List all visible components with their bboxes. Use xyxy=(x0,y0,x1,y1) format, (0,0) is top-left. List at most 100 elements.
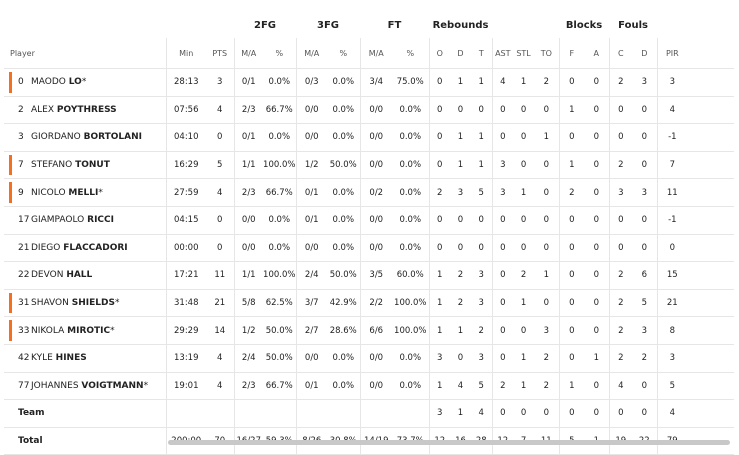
cell-fouls-committed: 2 xyxy=(608,289,633,318)
table-row[interactable]: 9 NICOLO MELLI* 27:59 4 2/3 66.7% 0/1 0.0% 0/2 0.… xyxy=(4,178,735,207)
column-header-blocks-against[interactable]: A xyxy=(584,38,610,69)
player-first-name: SHAVON xyxy=(31,298,69,309)
player-cell[interactable]: 3 GIORDANO BORTOLANI xyxy=(4,123,166,152)
table-row[interactable]: 77 JOHANNES VOIGTMANN* 19:01 4 2/3 66.7% 0/1 0.… xyxy=(4,372,735,401)
cell-blocks-against: 0 xyxy=(584,68,610,97)
cell-ast: 0 xyxy=(491,289,514,318)
player-cell[interactable]: 42 KYLE HINES xyxy=(4,344,166,373)
cell-ast: 0 xyxy=(491,399,514,428)
cell-ft-made-attempted: 6/6 xyxy=(359,316,392,345)
cell-tot-reb: 3 xyxy=(471,344,493,373)
cell-3fg-pct: 0.0% xyxy=(327,206,360,235)
cell-fouls-committed: 0 xyxy=(608,123,633,152)
player-cell[interactable]: 77 JOHANNES VOIGTMANN* xyxy=(4,372,166,401)
cell-ft-pct xyxy=(392,399,429,428)
table-row[interactable]: 42 KYLE HINES 13:19 4 2/4 50.0% 0/0 0.0% 0/0 0.0%… xyxy=(4,344,735,373)
column-header-pts[interactable]: PTS xyxy=(206,38,234,69)
cell-blocks-favor: 0 xyxy=(558,68,585,97)
player-first-name: JOHANNES xyxy=(31,380,79,391)
column-header-pir[interactable]: PIR xyxy=(656,38,688,69)
cell-2fg-pct: 66.7% xyxy=(263,96,296,125)
player-first-name: NICOLO xyxy=(31,187,66,198)
cell-to: 0 xyxy=(534,399,560,428)
cell-ft-pct: 0.0% xyxy=(392,96,429,125)
column-header-blocks-favor[interactable]: F xyxy=(558,38,585,69)
player-cell[interactable]: 17 GIAMPAOLO RICCI xyxy=(4,206,166,235)
cell-off-reb: 1 xyxy=(428,372,450,401)
column-header-ft-ma[interactable]: M/A xyxy=(359,38,392,69)
cell-2fg-pct: 0.0% xyxy=(263,123,296,152)
column-header-tot-reb[interactable]: T xyxy=(471,38,493,69)
starter-indicator xyxy=(9,292,12,314)
table-row[interactable]: 22 DEVON HALL 17:21 11 1/1 100.0% 2/4 50.0% 3/5 6… xyxy=(4,261,735,290)
column-header-fouls-committed[interactable]: C xyxy=(608,38,633,69)
player-cell[interactable]: 33 NIKOLA MIROTIC* xyxy=(4,316,166,345)
cell-2fg-made-attempted: 2/3 xyxy=(233,96,263,125)
column-header-off-reb[interactable]: O xyxy=(428,38,450,69)
table-row[interactable]: 33 NIKOLA MIROTIC* 29:29 14 1/2 50.0% 2/7 28.6%… xyxy=(4,316,735,345)
jersey-number: 2 xyxy=(18,104,24,115)
player-last-name: HINES xyxy=(55,353,87,364)
table-row[interactable]: 7 STEFANO TONUT 16:29 5 1/1 100.0% 1/2 50.0% 0/0… xyxy=(4,151,735,180)
column-header-3fg-ma[interactable]: M/A xyxy=(295,38,327,69)
player-cell[interactable]: 2 ALEX POYTHRESS xyxy=(4,96,166,125)
player-cell[interactable]: 0 MAODO LO* xyxy=(4,68,166,97)
jersey-number: 3 xyxy=(18,132,24,143)
cell-stl: 0 xyxy=(513,234,535,263)
cell-to: 0 xyxy=(534,178,560,207)
player-cell[interactable]: 21 DIEGO FLACCADORI xyxy=(4,234,166,263)
cell-off-reb: 0 xyxy=(428,234,450,263)
table-row[interactable]: 21 DIEGO FLACCADORI 00:00 0 0/0 0.0% 0/0 0.0% 0/… xyxy=(4,234,735,263)
cell-fouls-drawn: 6 xyxy=(632,261,658,290)
cell-blocks-favor: 0 xyxy=(558,234,585,263)
table-row[interactable]: 0 MAODO LO* 28:13 3 0/1 0.0% 0/3 0.0% 3/4 75.0% 0 1… xyxy=(4,68,735,97)
player-cell[interactable]: 31 SHAVON SHIELDS* xyxy=(4,289,166,318)
cell-min: 04:15 xyxy=(165,206,206,235)
cell-ft-made-attempted: 0/0 xyxy=(359,151,392,180)
table-row[interactable]: 3 GIORDANO BORTOLANI 04:10 0 0/1 0.0% 0/0 0.0% 0… xyxy=(4,123,735,152)
cell-2fg-made-attempted: 0/0 xyxy=(233,206,263,235)
cell-to: 0 xyxy=(534,234,560,263)
cell-ft-pct: 0.0% xyxy=(392,123,429,152)
cell-3fg-pct: 50.0% xyxy=(327,151,360,180)
table-row[interactable]: 17 GIAMPAOLO RICCI 04:15 0 0/0 0.0% 0/1 0.0% 0/0… xyxy=(4,206,735,235)
column-header-def-reb[interactable]: D xyxy=(450,38,471,69)
cell-def-reb: 1 xyxy=(450,316,471,345)
column-header-2fg-ma[interactable]: M/A xyxy=(233,38,263,69)
cell-to: 1 xyxy=(534,261,560,290)
cell-2fg-pct: 0.0% xyxy=(263,206,296,235)
jersey-number: 17 xyxy=(18,215,30,226)
table-row[interactable]: 2 ALEX POYTHRESS 07:56 4 2/3 66.7% 0/0 0.0% 0/0 0… xyxy=(4,96,735,125)
player-cell[interactable]: 7 STEFANO TONUT xyxy=(4,151,166,180)
column-header-ft-pct[interactable]: % xyxy=(392,38,429,69)
player-cell[interactable]: 22 DEVON HALL xyxy=(4,261,166,290)
cell-ft-made-attempted: 0/0 xyxy=(359,344,392,373)
column-header-3fg-pct[interactable]: % xyxy=(327,38,360,69)
cell-blocks-favor: 2 xyxy=(558,178,585,207)
cell-pts: 4 xyxy=(206,344,234,373)
cell-blocks-favor: 1 xyxy=(558,96,585,125)
cell-3fg-pct: 28.6% xyxy=(327,316,360,345)
cell-stl: 1 xyxy=(513,178,535,207)
cell-tot-reb: 1 xyxy=(471,68,493,97)
table-row[interactable]: 31 SHAVON SHIELDS* 31:48 21 5/8 62.5% 3/7 42.9%… xyxy=(4,289,735,318)
cell-off-reb: 0 xyxy=(428,151,450,180)
cell-ft-pct: 0.0% xyxy=(392,178,429,207)
column-header-2fg-pct[interactable]: % xyxy=(263,38,296,69)
cell-pir: 11 xyxy=(656,178,688,207)
cell-fouls-committed: 4 xyxy=(608,372,633,401)
cell-fouls-drawn: 5 xyxy=(632,289,658,318)
column-header-stl[interactable]: STL xyxy=(513,38,535,69)
column-header-to[interactable]: TO xyxy=(534,38,560,69)
cell-2fg-made-attempted: 0/0 xyxy=(233,234,263,263)
player-cell[interactable]: 9 NICOLO MELLI* xyxy=(4,178,166,207)
team-row: Team 3 1 4 0 0 0 0 0 0 0 4 xyxy=(4,399,735,428)
column-header-ast[interactable]: AST xyxy=(491,38,514,69)
cell-blocks-against: 0 xyxy=(584,206,610,235)
column-header-min[interactable]: Min xyxy=(165,38,206,69)
cell-fouls-drawn: 0 xyxy=(632,151,658,180)
column-header-fouls-drawn[interactable]: D xyxy=(632,38,658,69)
horizontal-scrollbar[interactable] xyxy=(168,440,730,445)
column-header-player[interactable]: Player xyxy=(4,38,166,69)
